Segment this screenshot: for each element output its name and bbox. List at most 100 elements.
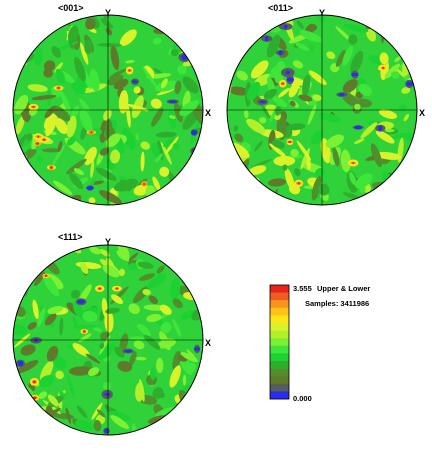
density-blob — [84, 39, 93, 55]
density-blob — [91, 402, 103, 420]
density-blob — [130, 336, 145, 341]
low-density-spot — [378, 24, 391, 33]
low-density-spot — [358, 15, 365, 20]
density-blob — [234, 133, 244, 143]
density-blob — [359, 186, 366, 194]
density-blob — [406, 15, 415, 36]
low-density-spot — [181, 54, 188, 61]
density-blob — [119, 29, 137, 46]
density-blob — [354, 138, 365, 145]
pole-figure-title: <011> — [268, 3, 293, 13]
density-blob — [20, 344, 36, 356]
density-blob — [51, 46, 61, 58]
density-blob — [102, 264, 120, 278]
density-blob — [177, 65, 187, 75]
density-blob — [194, 382, 203, 400]
density-blob — [27, 321, 37, 330]
low-density-spot — [104, 428, 109, 434]
density-blob — [292, 60, 304, 69]
density-blob — [34, 50, 43, 66]
density-blob — [105, 27, 113, 36]
density-blob — [271, 139, 285, 149]
density-blob — [350, 50, 364, 75]
density-blob — [13, 45, 18, 56]
high-density-spot — [90, 131, 93, 134]
density-blob — [168, 48, 173, 55]
density-blob — [165, 136, 179, 155]
density-blob — [125, 59, 135, 64]
density-blob — [375, 130, 395, 144]
density-blob — [401, 180, 417, 196]
density-blob — [47, 394, 59, 407]
density-blob — [13, 406, 32, 414]
density-blob — [39, 374, 55, 388]
low-density-spot — [413, 58, 417, 61]
density-blob — [172, 142, 180, 150]
density-blob — [246, 118, 266, 134]
density-blob — [278, 87, 290, 98]
density-blob — [72, 324, 97, 329]
density-blob — [44, 106, 56, 119]
density-blob — [110, 415, 129, 429]
density-blob — [76, 405, 88, 419]
density-blob — [285, 123, 306, 131]
legend-color-step — [270, 338, 289, 347]
density-blob — [365, 16, 383, 30]
density-blob — [401, 87, 411, 94]
high-density-spot — [32, 380, 37, 384]
density-blob — [170, 48, 179, 57]
density-blob — [273, 155, 296, 167]
density-blob — [360, 122, 378, 139]
high-density-spot — [82, 330, 86, 333]
density-blob — [119, 333, 129, 354]
density-blob — [378, 109, 398, 119]
density-blob — [142, 289, 151, 296]
density-blob — [42, 274, 60, 297]
density-blob — [332, 147, 340, 167]
density-blob — [69, 366, 92, 376]
density-blob — [227, 19, 240, 43]
density-blob — [394, 55, 402, 63]
density-blob — [98, 342, 117, 360]
density-blob — [152, 37, 162, 45]
low-density-spot — [132, 80, 138, 83]
density-blob — [182, 264, 191, 274]
y-axis-label: Y — [105, 8, 111, 18]
legend-color-step — [270, 315, 289, 324]
density-blob — [156, 265, 165, 274]
density-blob — [60, 90, 71, 115]
density-blob — [99, 190, 122, 205]
density-blob — [390, 132, 411, 140]
high-density-spot — [42, 138, 46, 141]
density-blob — [311, 176, 322, 201]
density-blob — [155, 153, 163, 163]
density-blob — [266, 34, 281, 58]
density-blob — [105, 307, 120, 314]
high-density-spot — [115, 287, 119, 290]
low-density-spot — [17, 360, 24, 367]
density-blob — [59, 317, 64, 336]
density-blob — [39, 360, 54, 383]
pole-figure-title: <001> — [58, 3, 84, 13]
x-axis-label: X — [205, 108, 211, 118]
density-blob — [16, 428, 25, 435]
density-blob — [140, 430, 150, 435]
density-blob — [295, 42, 309, 51]
density-blob — [85, 353, 101, 364]
density-blob — [32, 299, 39, 320]
pole-figure-plot — [12, 244, 204, 436]
density-blob — [298, 94, 313, 102]
density-blob — [348, 172, 357, 186]
low-density-spot — [278, 50, 283, 56]
pole-figure-outline — [12, 244, 204, 436]
density-blob — [99, 331, 110, 341]
density-blob — [248, 165, 267, 176]
high-density-spot — [37, 135, 40, 139]
density-blob — [195, 397, 203, 406]
density-blob — [15, 360, 39, 374]
density-blob — [109, 68, 127, 79]
pole-figure-001: <001> Y X — [12, 3, 211, 206]
low-density-spot — [124, 349, 132, 353]
density-blob — [93, 327, 103, 332]
density-blob — [312, 94, 322, 101]
